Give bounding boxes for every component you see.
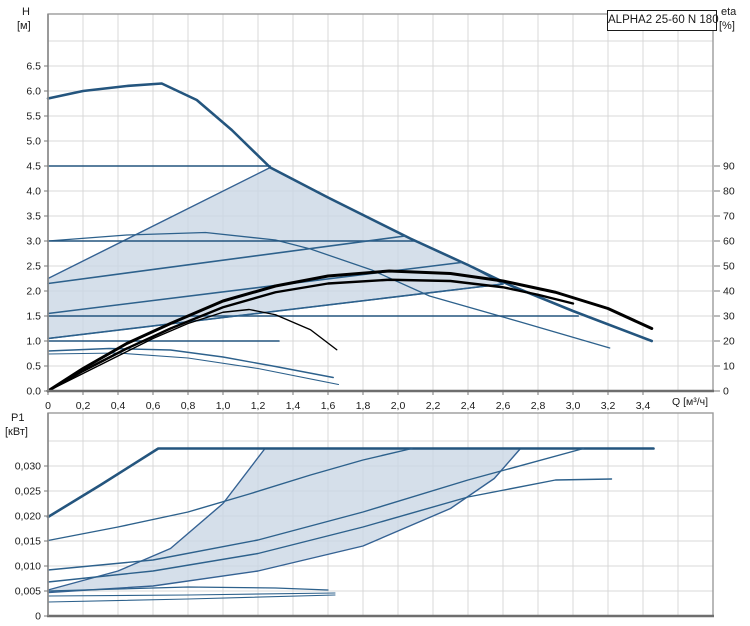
tick-label: 80 xyxy=(723,186,735,198)
p1-const-pressure-4_5 xyxy=(47,447,413,542)
tick-label: 40 xyxy=(723,286,735,298)
tick-label: 50 xyxy=(723,261,735,273)
tick-label: 0,030 xyxy=(15,461,41,473)
tick-label: 0,010 xyxy=(15,561,41,573)
tick-label: 0,4 xyxy=(111,400,126,412)
tick-label: 2.0 xyxy=(26,286,41,298)
tick-label: 2,2 xyxy=(426,400,441,412)
p1-speed-ii xyxy=(47,478,613,583)
pump-model-name: ALPHA2 25-60 N 180 xyxy=(608,14,719,26)
tick-label: 1,4 xyxy=(286,400,301,412)
tick-label: 2,4 xyxy=(461,400,476,412)
tick-label: 90 xyxy=(723,161,735,173)
eta-curve-max xyxy=(46,269,654,393)
power_chart: 0 0,005 0,010 0,015 0,020 0,025 0,030 xyxy=(15,412,714,623)
tick-label: 3,2 xyxy=(601,400,616,412)
tick-label: 0,005 xyxy=(15,586,41,598)
flow-axis-label: Q [м³/ч] xyxy=(672,396,709,408)
tick-label: 20 xyxy=(723,336,735,348)
min-speed-curve-b xyxy=(47,352,340,386)
tick-label: 1.0 xyxy=(26,336,41,348)
tick-label: 0.5 xyxy=(26,361,41,373)
tick-label: 0,025 xyxy=(15,486,41,498)
tick-label: 4.0 xyxy=(26,186,41,198)
head_chart-grid xyxy=(48,14,713,391)
p1-min-b xyxy=(47,592,336,597)
tick-label: 2.5 xyxy=(26,261,41,273)
tick-label: 0.0 xyxy=(26,386,41,398)
tick-label: 0,8 xyxy=(181,400,196,412)
head-axis-unit: [м] xyxy=(17,20,31,32)
eta-axis-unit: [%] xyxy=(719,20,735,32)
p1-min-a xyxy=(47,586,329,592)
tick-label: 10 xyxy=(723,361,735,373)
tick-label: 6.5 xyxy=(26,61,41,73)
head-axis-label: H xyxy=(22,6,30,18)
tick-label: 0,6 xyxy=(146,400,161,412)
prop-pressure-3 xyxy=(47,235,406,285)
tick-label: 0 xyxy=(723,386,729,398)
power-axis-unit: [кВт] xyxy=(5,426,28,438)
p1-const-pressure-3_0 xyxy=(47,447,585,571)
tick-label: 3.0 xyxy=(26,236,41,248)
tick-label: 30 xyxy=(723,311,735,323)
p1-min-c xyxy=(47,594,336,603)
p1-max-speed xyxy=(46,447,655,519)
prop-pressure-1 xyxy=(47,283,504,340)
power-axis-label: P1 xyxy=(11,412,25,424)
tick-label: 3,0 xyxy=(566,400,581,412)
eta-axis-label: eta xyxy=(721,6,737,18)
tick-label: 5.0 xyxy=(26,136,41,148)
tick-label: 6.0 xyxy=(26,86,41,98)
tick-label: 0,020 xyxy=(15,511,41,523)
tick-label: 2,0 xyxy=(391,400,406,412)
head_chart: 0.0 0.5 1.0 1.5 2.0 2.5 3.0 3.5 4.0 4.5 5.0 5.5 6.0 6… xyxy=(26,13,735,412)
tick-label: 5.5 xyxy=(26,111,41,123)
tick-label: 0 xyxy=(45,400,51,412)
eta-curve-min xyxy=(47,308,338,392)
tick-label: 0,2 xyxy=(76,400,91,412)
tick-label: 1,8 xyxy=(356,400,371,412)
tick-label: 1.5 xyxy=(26,311,41,323)
tick-label: 0,015 xyxy=(15,536,41,548)
autoadapt-power-range xyxy=(47,447,522,594)
min-speed-curve-a xyxy=(47,347,334,379)
tick-label: 2,8 xyxy=(531,400,546,412)
tick-label: 70 xyxy=(723,211,735,223)
tick-label: 4.5 xyxy=(26,161,41,173)
tick-label: 0 xyxy=(35,611,41,623)
max-speed-curve xyxy=(46,82,654,343)
pump-model-badge: ALPHA2 25-60 N 180 xyxy=(607,10,719,31)
tick-label: 1,0 xyxy=(216,400,231,412)
tick-label: 60 xyxy=(723,236,735,248)
tick-label: 2,6 xyxy=(496,400,511,412)
tick-label: 3,4 xyxy=(636,400,651,412)
tick-label: 1,2 xyxy=(251,400,266,412)
tick-label: 3.5 xyxy=(26,211,41,223)
tick-label: 1,6 xyxy=(321,400,336,412)
eta-curve-2 xyxy=(46,278,575,393)
